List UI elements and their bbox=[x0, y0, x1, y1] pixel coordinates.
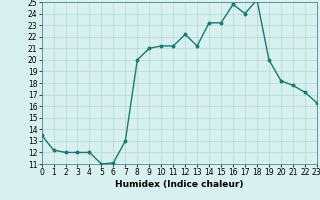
X-axis label: Humidex (Indice chaleur): Humidex (Indice chaleur) bbox=[115, 180, 244, 189]
